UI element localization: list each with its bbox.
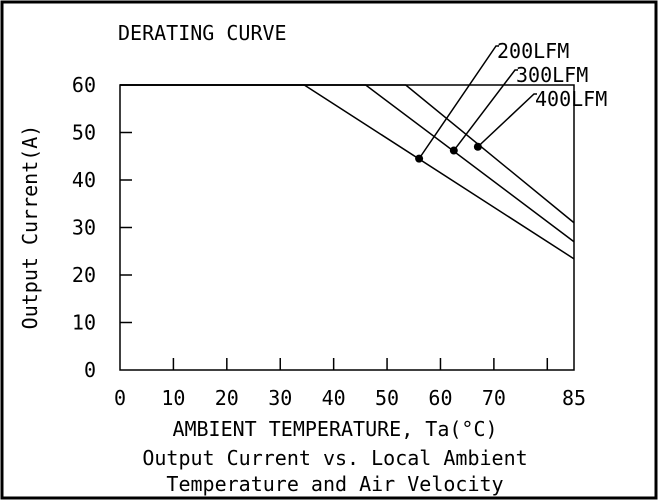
legend-leader-200lfm xyxy=(418,45,499,160)
series-line-300lfm xyxy=(120,84,575,243)
caption-line-2: Temperature and Air Velocity xyxy=(166,472,503,496)
plot-area xyxy=(119,84,575,371)
y-tick-label: 20 xyxy=(72,263,96,287)
y-tick-label: 0 xyxy=(84,358,96,382)
x-tick-label: 85 xyxy=(562,386,586,410)
x-tick-label: 50 xyxy=(375,386,399,410)
y-axis-label: Output Current(A) xyxy=(18,125,42,330)
y-tick-label: 10 xyxy=(72,311,96,335)
y-tick-label: 40 xyxy=(72,168,96,192)
legend-leader-300lfm xyxy=(453,69,518,152)
y-tick-label: 30 xyxy=(72,216,96,240)
x-axis-label: AMBIENT TEMPERATURE, Ta(°C) xyxy=(172,417,497,441)
legend-label-400lfm: 400LFM xyxy=(535,87,607,111)
series-line-200lfm xyxy=(120,84,575,260)
x-axis: 0 10 20 30 40 50 60 70 85 xyxy=(114,358,586,410)
x-tick-label: 60 xyxy=(428,386,452,410)
series-line-400lfm xyxy=(120,84,575,224)
x-tick-label: 40 xyxy=(322,386,346,410)
x-tick-label: 10 xyxy=(161,386,185,410)
y-tick-label: 60 xyxy=(72,73,96,97)
x-tick-label: 20 xyxy=(215,386,239,410)
x-tick-label: 70 xyxy=(482,386,506,410)
chart-title: DERATING CURVE xyxy=(118,21,287,45)
x-tick-label: 30 xyxy=(268,386,292,410)
series-layer xyxy=(120,84,575,260)
x-tick-label: 0 xyxy=(114,386,126,410)
legend-label-300lfm: 300LFM xyxy=(516,63,588,87)
caption-line-1: Output Current vs. Local Ambient xyxy=(142,446,527,470)
legend-label-200lfm: 200LFM xyxy=(497,39,569,63)
legend-leader-400lfm xyxy=(477,93,537,148)
y-tick-label: 50 xyxy=(72,121,96,145)
y-axis: 0 10 20 30 40 50 60 xyxy=(72,73,132,382)
